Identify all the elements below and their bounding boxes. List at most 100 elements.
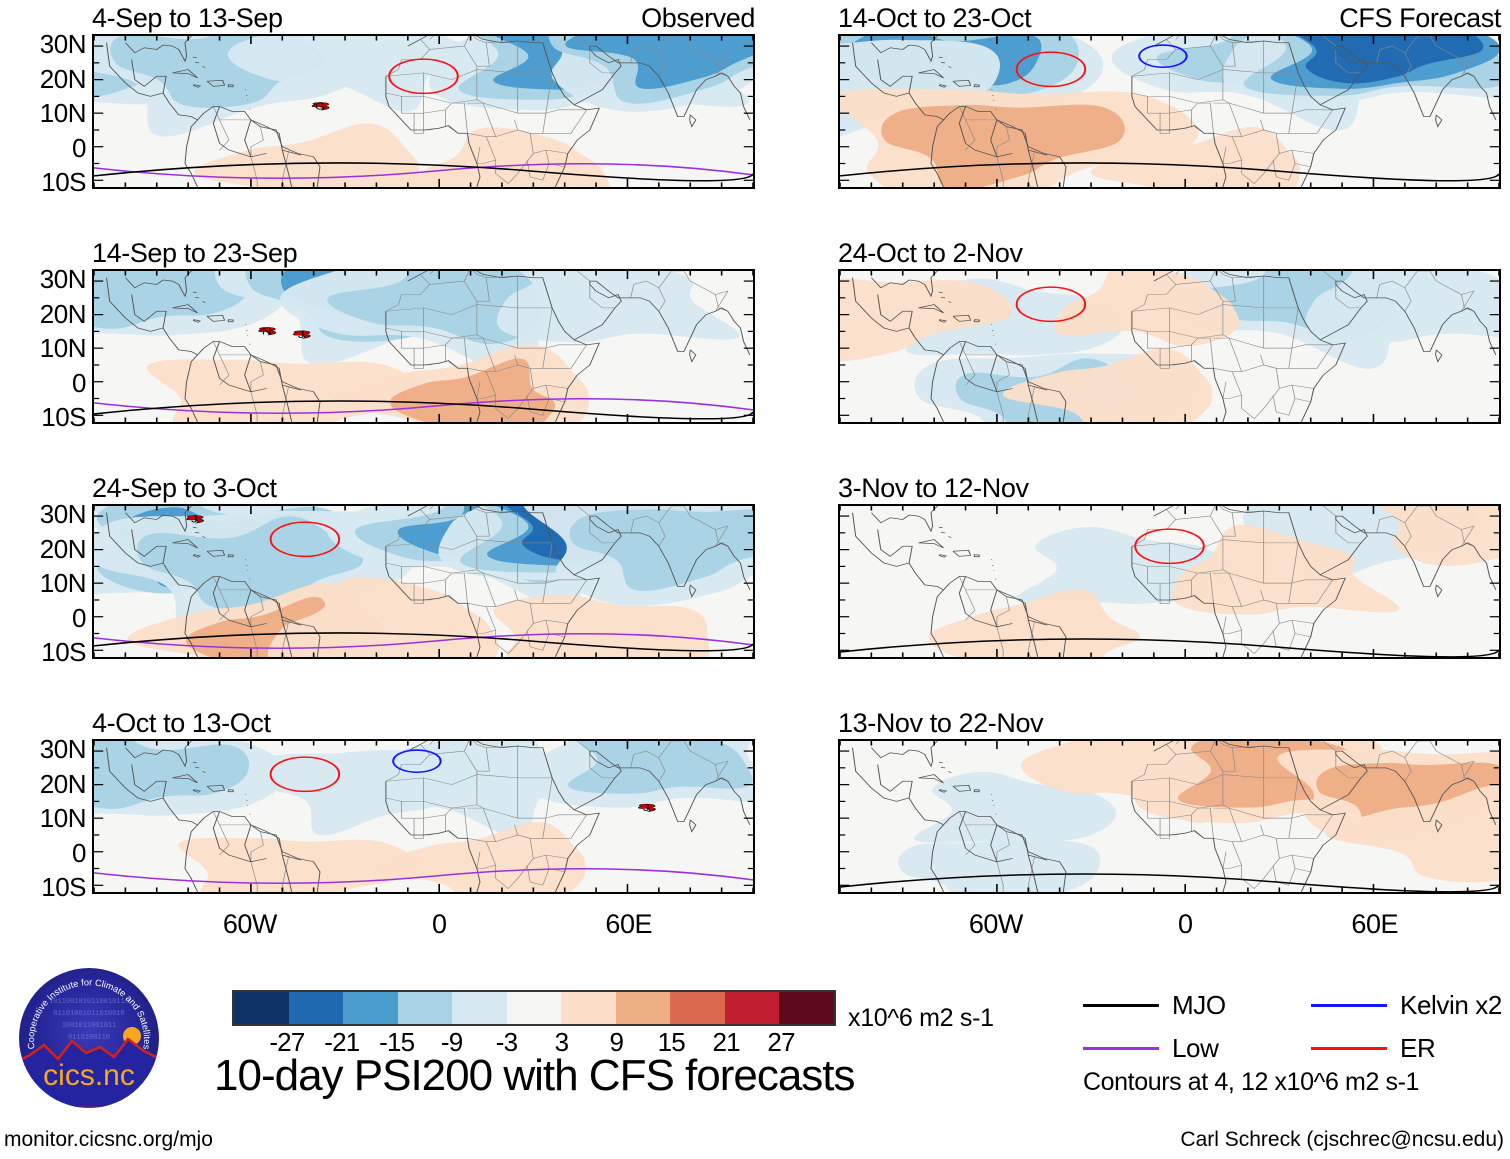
wave-contours	[840, 44, 1499, 182]
anomaly-shading	[898, 741, 1499, 892]
anomaly-shading	[94, 36, 753, 187]
logo-wordmark: cics.nc	[43, 1059, 135, 1092]
svg-text:0110100110: 0110100110	[68, 1034, 110, 1042]
storm-symbols: J	[186, 514, 205, 525]
y-tick-label: 10N	[39, 803, 87, 834]
contour-note: Contours at 4, 12 x10^6 m2 s-1	[1083, 1068, 1420, 1096]
y-tick-label: 10S	[41, 872, 86, 903]
colorbar-units-label: x10^6 m2 s-1	[848, 1004, 994, 1032]
legend-label: MJO	[1172, 990, 1226, 1020]
panel-fcst-4: 13-Nov to 22-Nov	[838, 708, 1501, 894]
panel-title-fcst-4: 13-Nov to 22-Nov	[838, 708, 1044, 738]
y-tick-label: 10N	[39, 333, 87, 364]
axis-ticks	[840, 271, 1499, 422]
coastlines	[106, 271, 751, 422]
axis-ticks	[94, 506, 753, 657]
y-tick-label: 20N	[39, 63, 87, 94]
logo-binary-swirl: 1011001010110010110 01101001011010010 10…	[49, 998, 129, 1042]
colorbar-segments	[232, 990, 836, 1026]
anomaly-shading	[840, 271, 1499, 422]
wave-contours	[94, 521, 753, 652]
coastlines	[106, 741, 751, 892]
legend-line-swatch	[1311, 1003, 1387, 1007]
legend-item-kelvin-x2: Kelvin x2	[1311, 991, 1502, 1019]
y-tick-label: 0	[72, 837, 86, 868]
coastlines	[852, 271, 1497, 422]
legend-line-swatch	[1083, 1003, 1159, 1007]
y-tick-label: 30N	[39, 29, 87, 60]
y-tick-label: 30N	[39, 264, 87, 295]
map-plot-fcst-2	[840, 271, 1499, 422]
axis-ticks	[94, 271, 753, 422]
svg-text:J: J	[643, 803, 650, 814]
colorbar-segment-7	[615, 992, 671, 1024]
legend-item-mjo: MJO	[1083, 991, 1226, 1019]
footer-url: monitor.cicsnc.org/mjo	[4, 1128, 213, 1151]
colorbar-segment-2	[343, 992, 398, 1024]
anomaly-shading	[840, 36, 1499, 187]
colorbar-segment-5	[506, 992, 562, 1024]
y-tick-label: 20N	[39, 533, 87, 564]
colorbar-tick-labels: -27 -21 -15 -9 -3 3 9 15 21 27	[232, 1026, 836, 1060]
map-plot-obs-1: G	[94, 36, 753, 187]
map-plot-obs-4: J	[94, 741, 753, 892]
svg-text:01101001011010010: 01101001011010010	[53, 1010, 124, 1018]
colorbar-tick: -3	[495, 1027, 518, 1057]
axis-ticks	[840, 741, 1499, 892]
wave-contours	[840, 528, 1499, 657]
y-axis-column-row-1: 30N 20N 10N 0 10S	[0, 29, 87, 195]
logo-mountains	[19, 1037, 159, 1108]
svg-text:G: G	[315, 101, 325, 112]
colorbar-tick: 21	[712, 1027, 741, 1057]
logo-svg: 1011001010110010110 01101001011010010 10…	[19, 968, 159, 1108]
colorbar-segment-4	[452, 992, 507, 1024]
y-tick-label: 10S	[41, 402, 86, 433]
main-title: 10-day PSI200 with CFS forecasts	[214, 1051, 856, 1100]
panel-obs-3: 24-Sep to 3-Oct J	[92, 473, 755, 659]
wave-contours	[1015, 286, 1087, 323]
map-plot-obs-3: J	[94, 506, 753, 657]
y-axis-column-row-2: 30N 20N 10N 0 10S	[0, 264, 87, 430]
panel-obs-2: 14-Sep to 23-Sep N J	[92, 238, 755, 424]
colorbar-segment-1	[288, 992, 344, 1024]
axis-ticks	[840, 506, 1499, 657]
map-box-obs-1: G	[92, 34, 755, 189]
coastlines	[852, 741, 1497, 892]
panel-title-obs-1: 4-Sep to 13-Sep	[92, 3, 283, 33]
axis-ticks	[840, 36, 1499, 187]
contour-legend: MJO Kelvin x2 Low ER	[1083, 991, 1503, 1071]
colorbar-segment-0	[234, 992, 289, 1024]
colorbar-tick: -15	[379, 1027, 415, 1057]
x-tick-label: 60W	[968, 909, 1024, 939]
axis-ticks	[94, 36, 753, 187]
panel-obs-4: 4-Oct to 13-Oct J	[92, 708, 755, 894]
x-tick-label: 60E	[1351, 909, 1398, 939]
column-header-right: CFS Forecast	[1339, 3, 1501, 33]
map-box-obs-3: J	[92, 504, 755, 659]
y-axis-column-row-4: 30N 20N 10N 0 10S	[0, 736, 87, 900]
panel-title-obs-4: 4-Oct to 13-Oct	[92, 708, 271, 738]
map-plot-fcst-4	[840, 741, 1499, 892]
coastlines	[852, 36, 1497, 187]
axis-ticks	[94, 741, 753, 892]
map-box-fcst-2	[838, 269, 1501, 424]
panel-fcst-2: 24-Oct to 2-Nov	[838, 238, 1501, 424]
wave-contours	[94, 749, 753, 885]
panel-obs-1: 4-Sep to 13-Sep Observed G	[92, 3, 755, 189]
colorbar-segment-10	[779, 992, 835, 1024]
colorbar: -27 -21 -15 -9 -3 3 9 15 21 27	[232, 990, 836, 1060]
colorbar-segment-3	[397, 992, 453, 1024]
legend-line-swatch	[1083, 1046, 1159, 1050]
map-box-fcst-4	[838, 739, 1501, 894]
x-tick-label: 0	[432, 909, 447, 939]
panel-fcst-1: 14-Oct to 23-Oct CFS Forecast	[838, 3, 1501, 189]
legend-item-er: ER	[1311, 1034, 1436, 1062]
wave-contours	[94, 398, 753, 420]
panel-title-fcst-3: 3-Nov to 12-Nov	[838, 473, 1029, 503]
colorbar-segment-8	[670, 992, 725, 1024]
coastlines	[106, 506, 751, 657]
colorbar-tick: 15	[657, 1027, 686, 1057]
